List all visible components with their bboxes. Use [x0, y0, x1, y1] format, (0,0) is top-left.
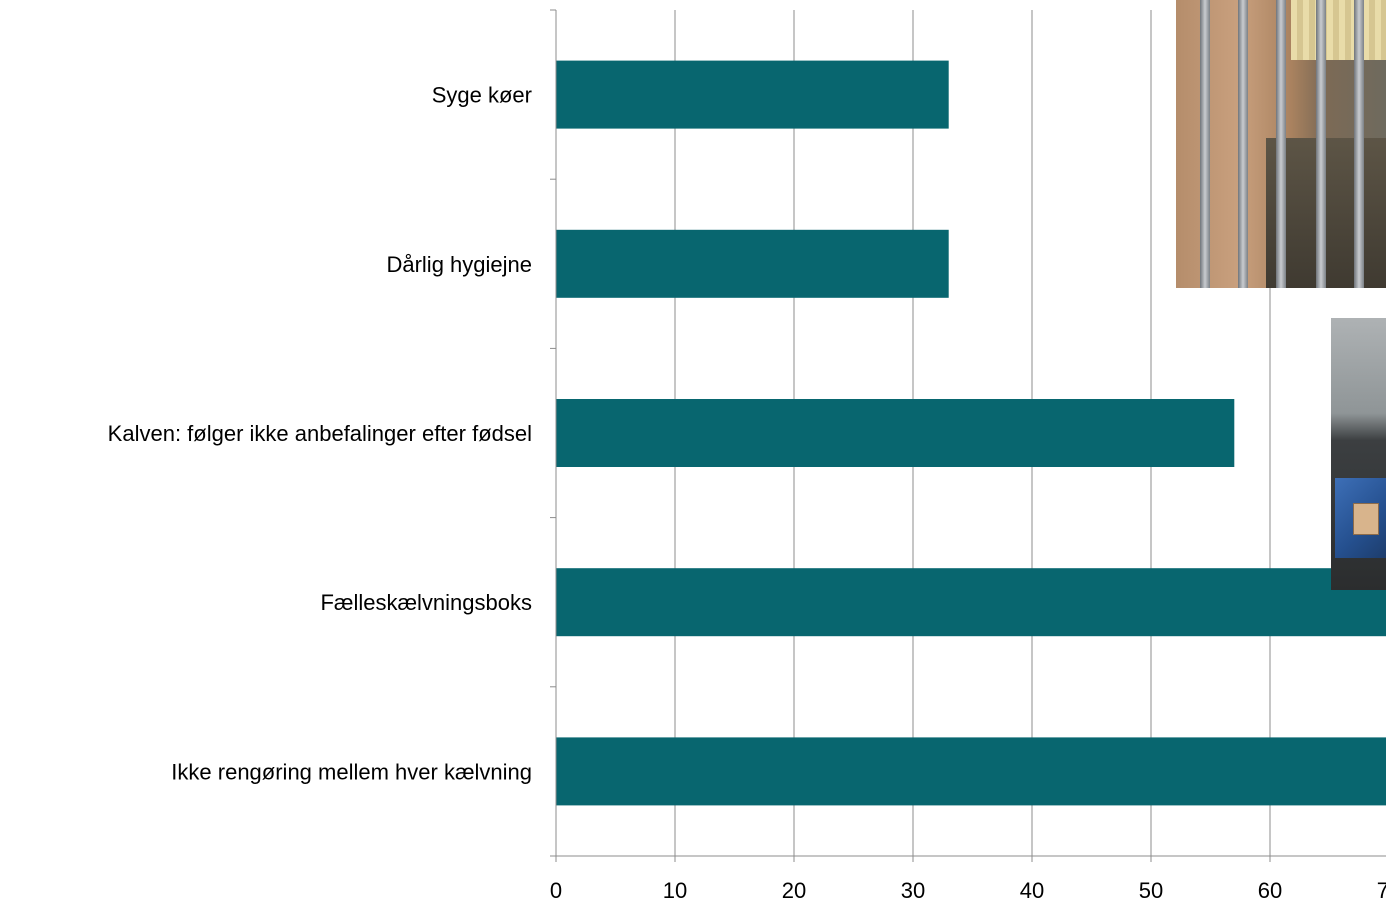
photo-bar-post [1238, 0, 1248, 288]
photo-bar-post [1316, 0, 1326, 288]
x-tick-label: 60 [1258, 878, 1282, 902]
bars [556, 60, 1386, 806]
x-tick-label: 50 [1139, 878, 1163, 902]
photo-wall [1291, 0, 1386, 60]
bar [556, 60, 949, 129]
category-label: Fælleskælvningsboks [320, 590, 532, 615]
photo-device-pad [1353, 503, 1379, 535]
category-label: Syge køer [432, 83, 532, 108]
x-tick-label: 30 [901, 878, 925, 902]
category-label: Dårlig hygiejne [386, 252, 532, 277]
category-label: Ikke rengøring mellem hver kælvning [171, 759, 532, 784]
photo-bar-post [1200, 0, 1210, 288]
category-labels: Syge køer Dårlig hygiejne Kalven: følger … [108, 83, 532, 785]
x-tick-label: 70 [1377, 878, 1386, 902]
x-tick-label: 0 [550, 878, 562, 902]
bar [556, 399, 1235, 467]
tick-labels: 0 10 20 30 40 50 60 70 [550, 878, 1386, 902]
handheld-device-photo [1331, 318, 1386, 590]
bar [556, 229, 949, 298]
x-tick-label: 10 [663, 878, 687, 902]
photo-bar-post [1354, 0, 1364, 288]
x-tick-label: 20 [782, 878, 806, 902]
category-label: Kalven: følger ikke anbefalinger efter f… [108, 421, 532, 446]
photo-bar-post [1276, 0, 1286, 288]
x-tick-label: 40 [1020, 878, 1044, 902]
bar [556, 737, 1386, 806]
axes [550, 9, 1386, 862]
cow-behind-bars-photo [1176, 0, 1386, 288]
bar [556, 568, 1386, 637]
photo-floor [1266, 138, 1386, 288]
